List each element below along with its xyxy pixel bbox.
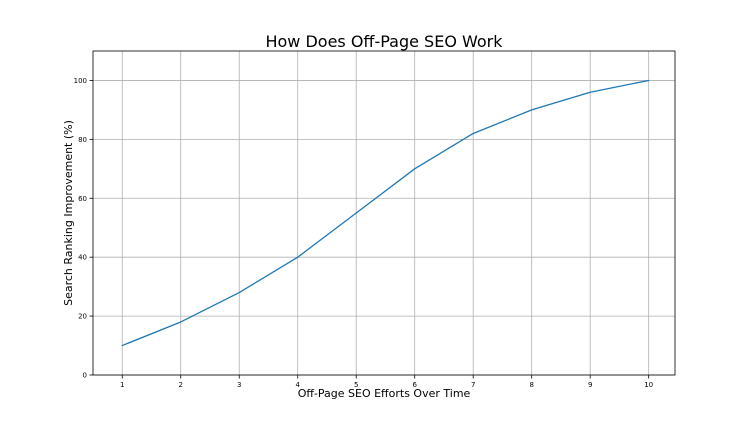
y-axis-ticks: 0 20 40 60 80 100	[74, 77, 93, 380]
x-tick-label: 3	[237, 381, 241, 389]
y-tick-label: 0	[83, 372, 87, 380]
series-layer	[122, 80, 648, 345]
y-tick-label: 20	[78, 313, 87, 321]
chart-title: How Does Off-Page SEO Work	[265, 32, 503, 51]
grid-lines	[93, 51, 675, 375]
y-axis-label: Search Ranking Improvement (%)	[62, 120, 75, 306]
series-line	[122, 80, 648, 345]
x-tick-label: 9	[588, 381, 592, 389]
y-tick-label: 40	[78, 254, 87, 262]
y-tick-label: 80	[78, 136, 87, 144]
y-tick-label: 100	[74, 77, 87, 85]
x-axis-label: Off-Page SEO Efforts Over Time	[298, 387, 471, 400]
x-tick-label: 10	[644, 381, 653, 389]
plot-frame	[93, 51, 675, 375]
x-tick-label: 1	[120, 381, 124, 389]
x-tick-label: 2	[179, 381, 183, 389]
x-tick-label: 8	[529, 381, 533, 389]
x-tick-label: 7	[471, 381, 475, 389]
y-tick-label: 60	[78, 195, 87, 203]
